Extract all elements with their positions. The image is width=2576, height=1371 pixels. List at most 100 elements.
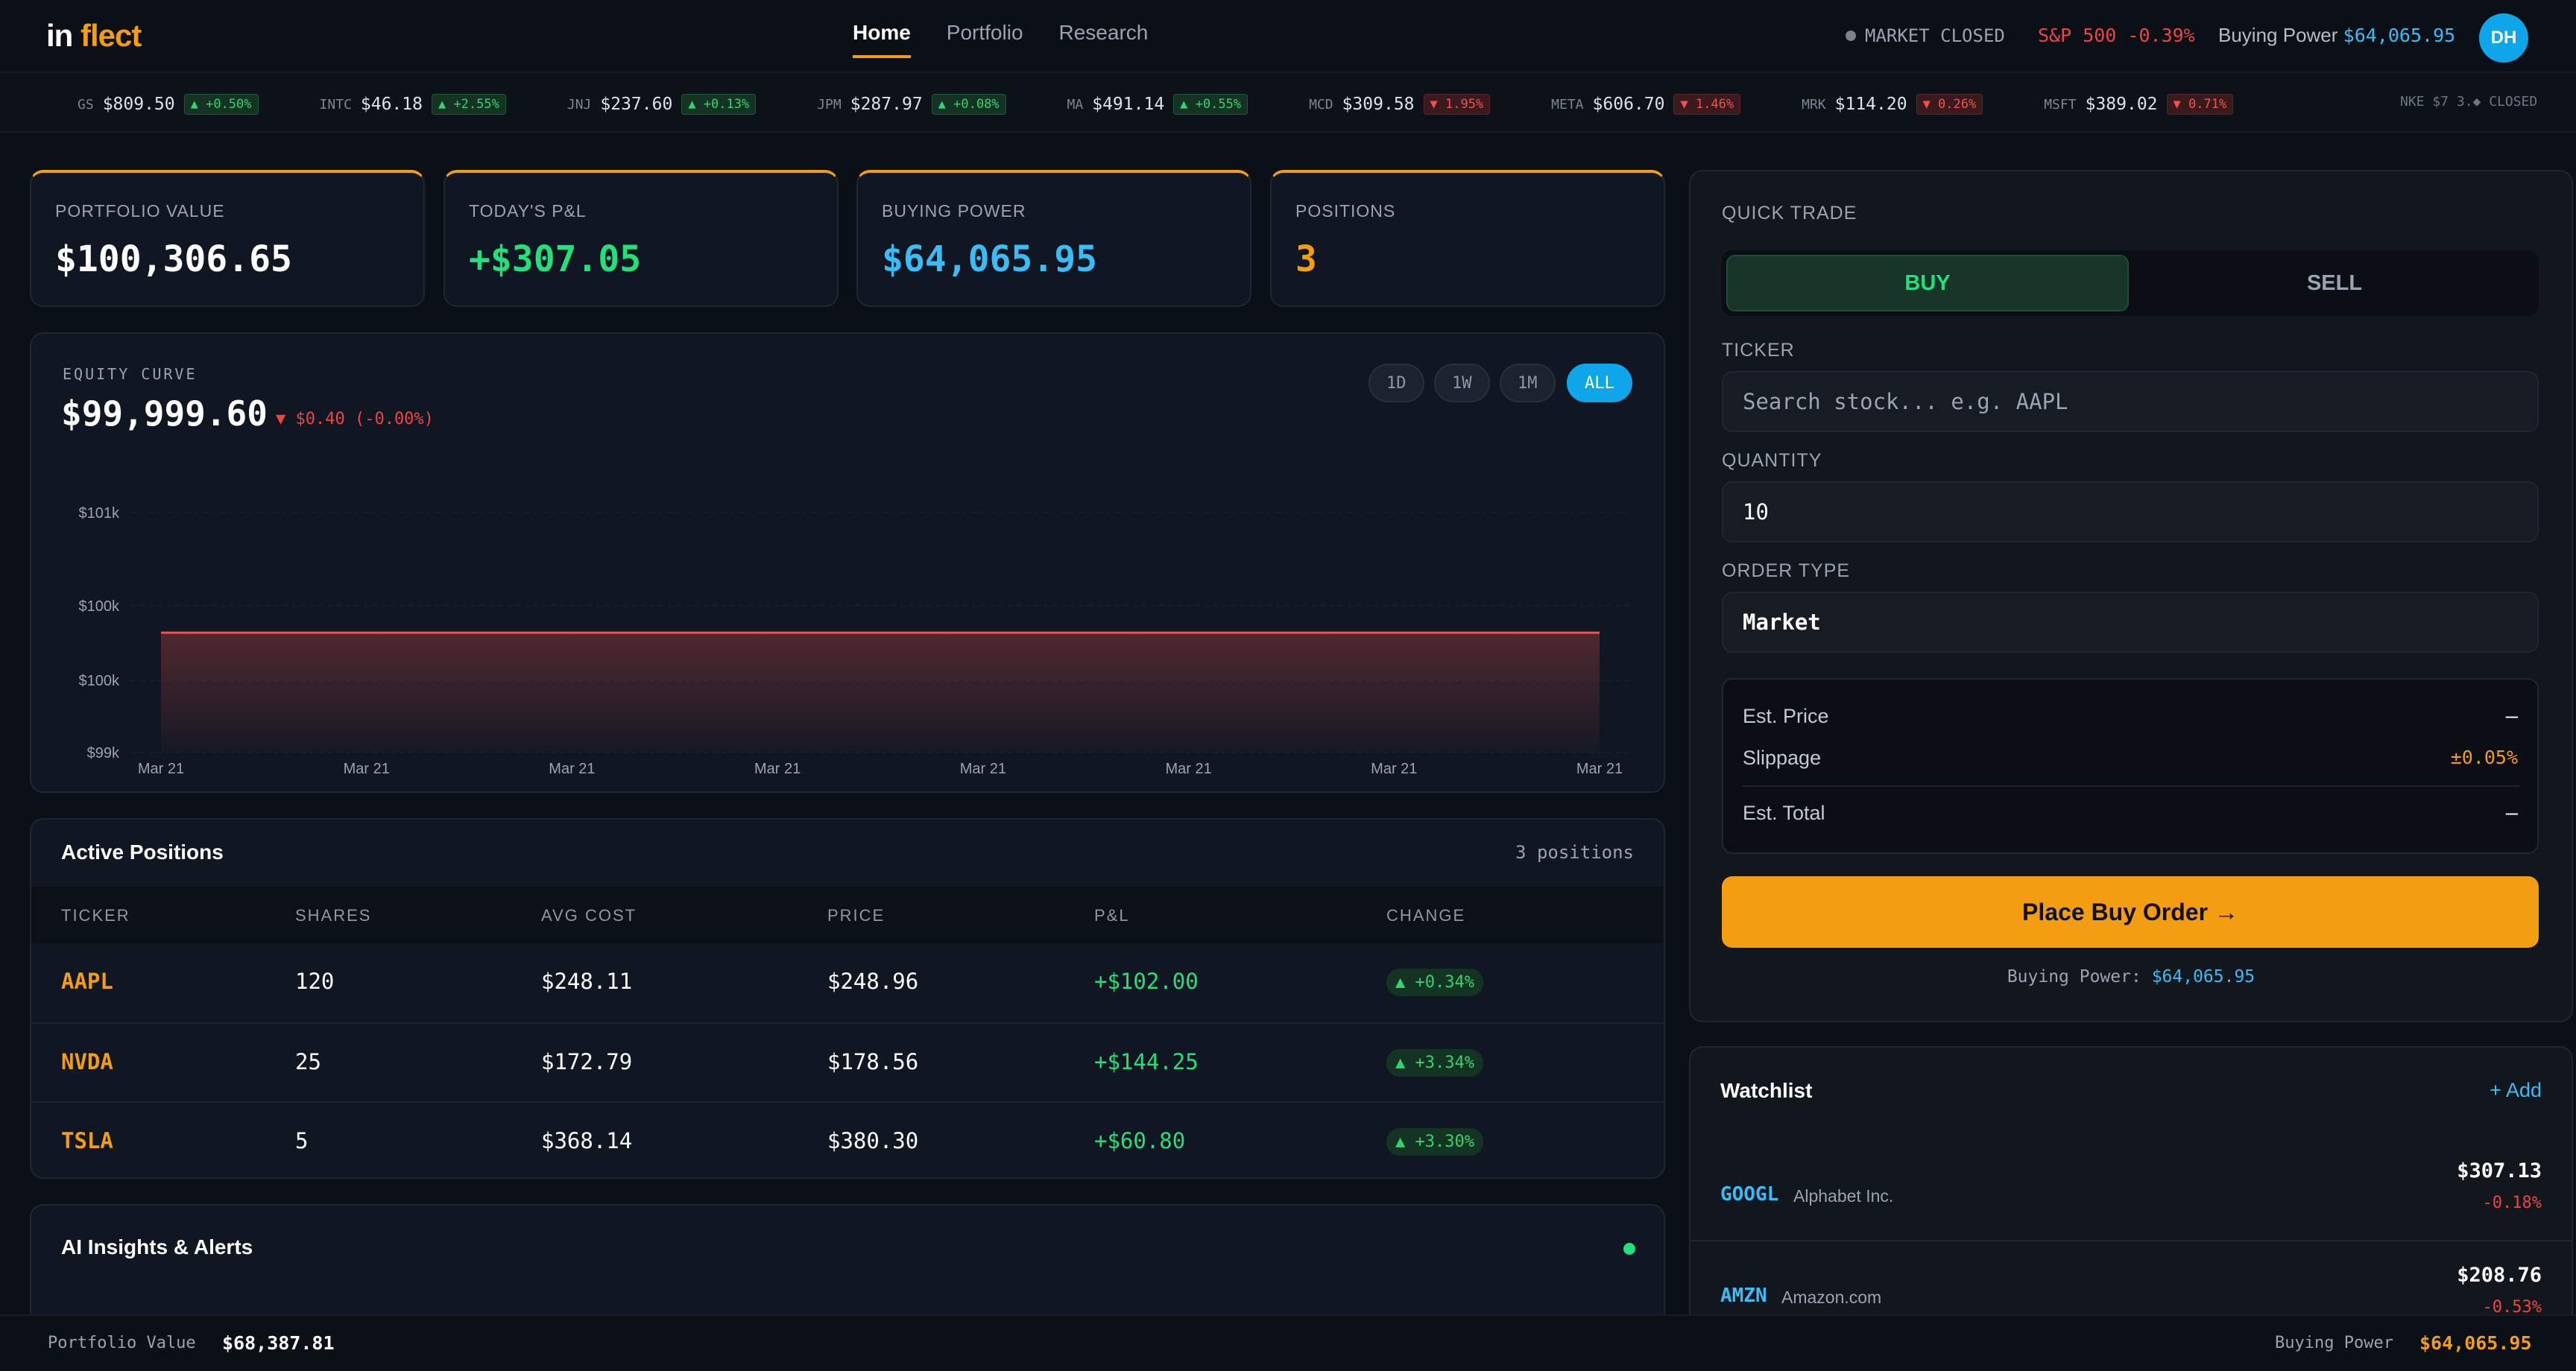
ticker-change-badge: ▼ 1.46% xyxy=(1673,94,1741,115)
table-row[interactable]: AAPL 120 $248.11 $248.96 +$102.00 ▲ +0.34% xyxy=(31,943,1664,1022)
footer-bar: Portfolio Value $68,387.81 Buying Power … xyxy=(0,1314,2576,1371)
ticker-item[interactable]: MRK $114.20 ▼ 0.26% xyxy=(1802,94,1983,115)
ticker-change-badge: ▼ 0.71% xyxy=(2166,94,2234,115)
live-indicator-icon xyxy=(1623,1243,1635,1255)
ticker-item[interactable]: JPM $287.97 ▲ +0.08% xyxy=(817,94,1006,115)
watchlist-name: Alphabet Inc. xyxy=(1793,1186,1894,1206)
ticker-item[interactable]: GS $809.50 ▲ +0.50% xyxy=(78,94,259,115)
est-price-value: — xyxy=(2505,705,2518,728)
cell-avg-cost: $368.14 xyxy=(541,1128,633,1153)
ticker-symbol: MRK xyxy=(1802,96,1826,113)
stat-positions: POSITIONS 3 xyxy=(1270,170,1665,307)
cell-ticker: TSLA xyxy=(61,1128,113,1153)
ticker-tape: GS $809.50 ▲ +0.50% INTC $46.18 ▲ +2.55% JNJ $2… xyxy=(0,75,2576,133)
ticker-input[interactable]: Search stock... e.g. AAPL xyxy=(1722,371,2539,432)
footer-portfolio-value: $68,387.81 xyxy=(222,1332,335,1354)
cell-change-badge: ▲ +0.34% xyxy=(1386,969,1483,996)
cell-shares: 120 xyxy=(295,969,335,994)
nav-research[interactable]: Research xyxy=(1058,21,1149,44)
y-tick-label: $99k xyxy=(87,745,120,762)
trade-bp-value: $64,065.95 xyxy=(2151,967,2255,987)
cell-change-badge: ▲ +3.34% xyxy=(1386,1049,1483,1077)
ticker-item[interactable]: MSFT $389.02 ▼ 0.71% xyxy=(2044,94,2234,115)
ai-title: AI Insights & Alerts xyxy=(61,1235,253,1258)
order-type-select[interactable]: Market xyxy=(1722,592,2539,653)
quick-trade-title: QUICK TRADE xyxy=(1722,203,1857,224)
cell-price: $380.30 xyxy=(827,1128,919,1153)
x-tick-label: Mar 21 xyxy=(344,761,390,777)
table-row[interactable]: NVDA 25 $172.79 $178.56 +$144.25 ▲ +3.34% xyxy=(31,1022,1664,1101)
x-tick-label: Mar 21 xyxy=(1576,761,1623,777)
trade-bp-label: Buying Power: xyxy=(2007,967,2141,987)
ticker-item[interactable]: MCD $309.58 ▼ 1.95% xyxy=(1309,94,1491,115)
nav-portfolio[interactable]: Portfolio xyxy=(946,21,1023,44)
buy-tab[interactable]: BUY xyxy=(1726,255,2129,311)
stat-label: BUYING POWER xyxy=(882,201,1026,221)
ticker-price: $46.18 xyxy=(360,95,423,114)
equity-area xyxy=(161,633,1600,753)
cell-pl: +$60.80 xyxy=(1094,1128,1186,1153)
range-1d-button[interactable]: 1D xyxy=(1368,364,1424,402)
ticker-change-badge: ▲ +0.13% xyxy=(681,94,757,115)
x-tick-label: Mar 21 xyxy=(960,761,1006,777)
cell-price: $248.96 xyxy=(827,969,919,994)
logo-text-flect: flect xyxy=(80,18,142,53)
ticker-item[interactable]: MA $491.14 ▲ +0.55% xyxy=(1067,94,1248,115)
col-price: PRICE xyxy=(827,906,886,925)
range-all-button[interactable]: ALL xyxy=(1567,364,1632,402)
range-1w-button[interactable]: 1W xyxy=(1434,364,1490,402)
market-status: MARKET CLOSED xyxy=(1846,25,2005,46)
ticker-change-badge: ▲ +2.55% xyxy=(431,94,506,115)
watchlist-symbol: GOOGL xyxy=(1720,1183,1779,1206)
nav-home[interactable]: Home xyxy=(853,21,911,58)
watchlist-change: -0.18% xyxy=(2482,1194,2542,1212)
watchlist-item[interactable]: AMZN Amazon.com $208.76 -0.53% xyxy=(1690,1240,2572,1343)
ticker-change-badge: ▲ +0.55% xyxy=(1173,94,1248,115)
col-ticker: TICKER xyxy=(61,906,130,925)
ticker-symbol: INTC xyxy=(319,96,352,113)
stat-value: $64,065.95 xyxy=(882,238,1097,280)
stat-todays-pl: TODAY'S P&L +$307.05 xyxy=(443,170,839,307)
table-row[interactable]: TSLA 5 $368.14 $380.30 +$60.80 ▲ +3.30% xyxy=(31,1101,1664,1177)
stat-value: $100,306.65 xyxy=(55,238,292,280)
side-toggle: BUY SELL xyxy=(1722,250,2539,316)
cell-avg-cost: $248.11 xyxy=(541,969,633,994)
watchlist-add-button[interactable]: + Add xyxy=(2490,1079,2542,1101)
ticker-change-badge: ▼ 1.95% xyxy=(1423,94,1491,115)
quantity-input[interactable]: 10 xyxy=(1722,481,2539,542)
positions-title: Active Positions xyxy=(61,840,224,864)
watchlist-item[interactable]: GOOGL Alphabet Inc. $307.13 -0.18% xyxy=(1690,1137,2572,1240)
status-dot-icon xyxy=(1846,31,1856,41)
avatar[interactable]: DH xyxy=(2479,13,2528,63)
y-tick-label: $100k xyxy=(79,673,120,689)
quantity-label: QUANTITY xyxy=(1722,450,1822,471)
ticker-price: $309.58 xyxy=(1342,95,1415,114)
stat-label: POSITIONS xyxy=(1295,201,1396,221)
ticker-label: TICKER xyxy=(1722,340,1795,361)
ticker-symbol: JPM xyxy=(817,96,842,113)
cell-ticker: AAPL xyxy=(61,969,113,994)
range-1m-button[interactable]: 1M xyxy=(1500,364,1556,402)
col-avg-cost: AVG COST xyxy=(541,906,637,925)
logo[interactable]: in flect xyxy=(46,18,142,54)
est-price-label: Est. Price xyxy=(1743,705,1829,727)
positions-count: 3 positions xyxy=(1515,842,1634,863)
ticker-tape-tail: NKE $7 3.◆ CLOSED xyxy=(2400,94,2538,110)
ticker-item[interactable]: INTC $46.18 ▲ +2.55% xyxy=(320,94,506,115)
active-positions-card: Active Positions 3 positions TICKER SHAR… xyxy=(30,818,1665,1179)
place-order-button[interactable]: Place Buy Order → xyxy=(1722,876,2539,948)
est-total-value: — xyxy=(2505,802,2518,825)
order-summary: Est. Price — Slippage ±0.05% Est. Total … xyxy=(1722,678,2539,854)
sell-tab[interactable]: SELL xyxy=(2306,270,2363,295)
equity-value: $99,999.60 xyxy=(61,393,268,434)
x-tick-label: Mar 21 xyxy=(1165,761,1211,777)
sp500-change: S&P 500 -0.39% xyxy=(2038,25,2195,46)
cell-pl: +$144.25 xyxy=(1094,1049,1199,1074)
stat-portfolio-value: PORTFOLIO VALUE $100,306.65 xyxy=(30,170,425,307)
ticker-price: $287.97 xyxy=(850,95,923,114)
ticker-item[interactable]: JNJ $237.60 ▲ +0.13% xyxy=(567,94,757,115)
col-shares: SHARES xyxy=(295,906,372,925)
x-tick-label: Mar 21 xyxy=(754,761,801,777)
ticker-item[interactable]: META $606.70 ▼ 1.46% xyxy=(1551,94,1741,115)
cell-change-badge: ▲ +3.30% xyxy=(1386,1128,1483,1156)
